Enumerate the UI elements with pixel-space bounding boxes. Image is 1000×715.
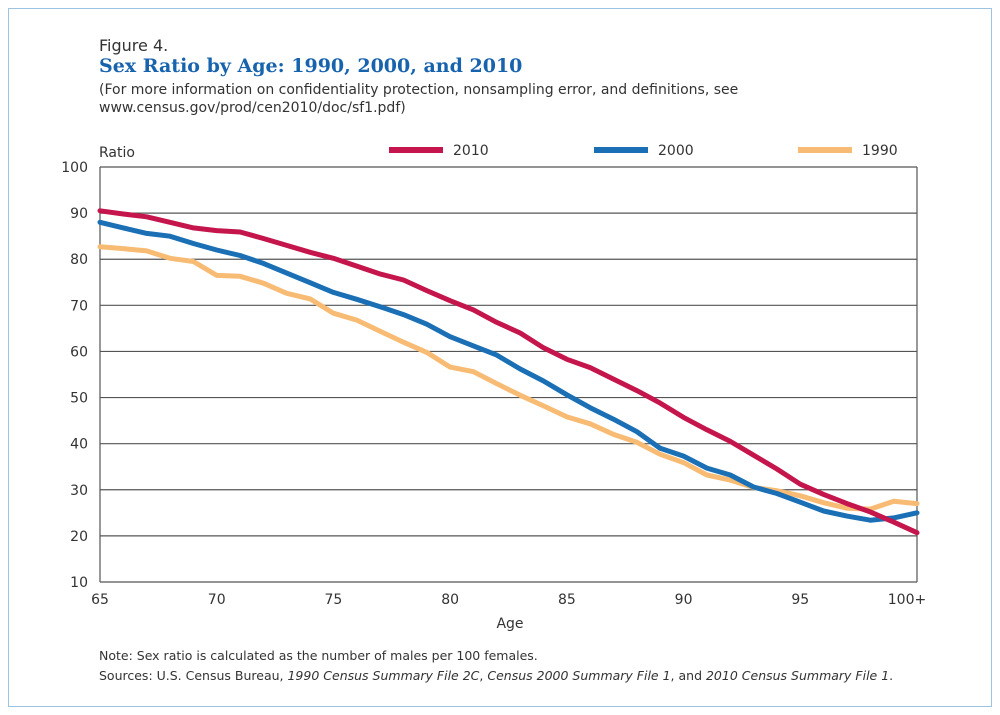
sources-sep: , [479, 668, 488, 683]
sources-end: . [889, 668, 894, 683]
series-line-2000 [97, 219, 920, 523]
y-tick-label: 50 [70, 391, 88, 407]
series-line-1990 [97, 244, 920, 512]
note-text: Note: Sex ratio is calculated as the num… [99, 648, 538, 663]
y-axis-label: Ratio [99, 145, 135, 161]
y-tick-label: 40 [70, 437, 88, 453]
source-2010: 2010 Census Summary File 1 [705, 668, 890, 683]
y-tick-label: 80 [70, 252, 88, 268]
x-tick-label: 85 [558, 592, 576, 608]
x-tick-label: 75 [325, 592, 343, 608]
chart-title: Sex Ratio by Age: 1990, 2000, and 2010 [99, 55, 523, 77]
y-tick-label: 70 [70, 298, 88, 314]
y-tick-label: 10 [70, 575, 88, 591]
series-line-2010 [97, 208, 920, 536]
y-tick-label: 100 [61, 160, 88, 176]
legend-label-1990: 1990 [862, 143, 898, 159]
y-tick-label: 60 [70, 344, 88, 360]
chart-notes: Note: Sex ratio is calculated as the num… [99, 646, 893, 686]
sources-text: Sources: U.S. Census Bureau, 1990 Census… [99, 666, 893, 686]
source-1990: 1990 Census Summary File 2C [287, 668, 480, 683]
y-tick-label: 90 [70, 206, 88, 222]
source-2000: Census 2000 Summary File 1 [487, 668, 671, 683]
x-axis-label: Age [496, 616, 523, 632]
x-tick-label: 65 [91, 592, 109, 608]
y-tick-label: 20 [70, 529, 88, 545]
legend-label-2000: 2000 [658, 143, 694, 159]
y-tick-label: 30 [70, 483, 88, 499]
figure-frame [8, 8, 992, 707]
chart-subtitle: (For more information on confidentiality… [99, 81, 859, 117]
sources-sep: , and [670, 668, 706, 683]
figure-label: Figure 4. [99, 36, 169, 55]
subtitle-line-2: www.census.gov/prod/cen2010/doc/sf1.pdf) [99, 100, 406, 116]
x-tick-label: 70 [208, 592, 226, 608]
x-tick-label: 80 [441, 592, 459, 608]
x-tick-label: 100+ [888, 592, 926, 608]
legend-label-2010: 2010 [453, 143, 489, 159]
subtitle-line-1: (For more information on confidentiality… [99, 82, 739, 98]
x-tick-label: 95 [791, 592, 809, 608]
sources-prefix: Sources: U.S. Census Bureau, [99, 668, 288, 683]
x-tick-label: 90 [675, 592, 693, 608]
